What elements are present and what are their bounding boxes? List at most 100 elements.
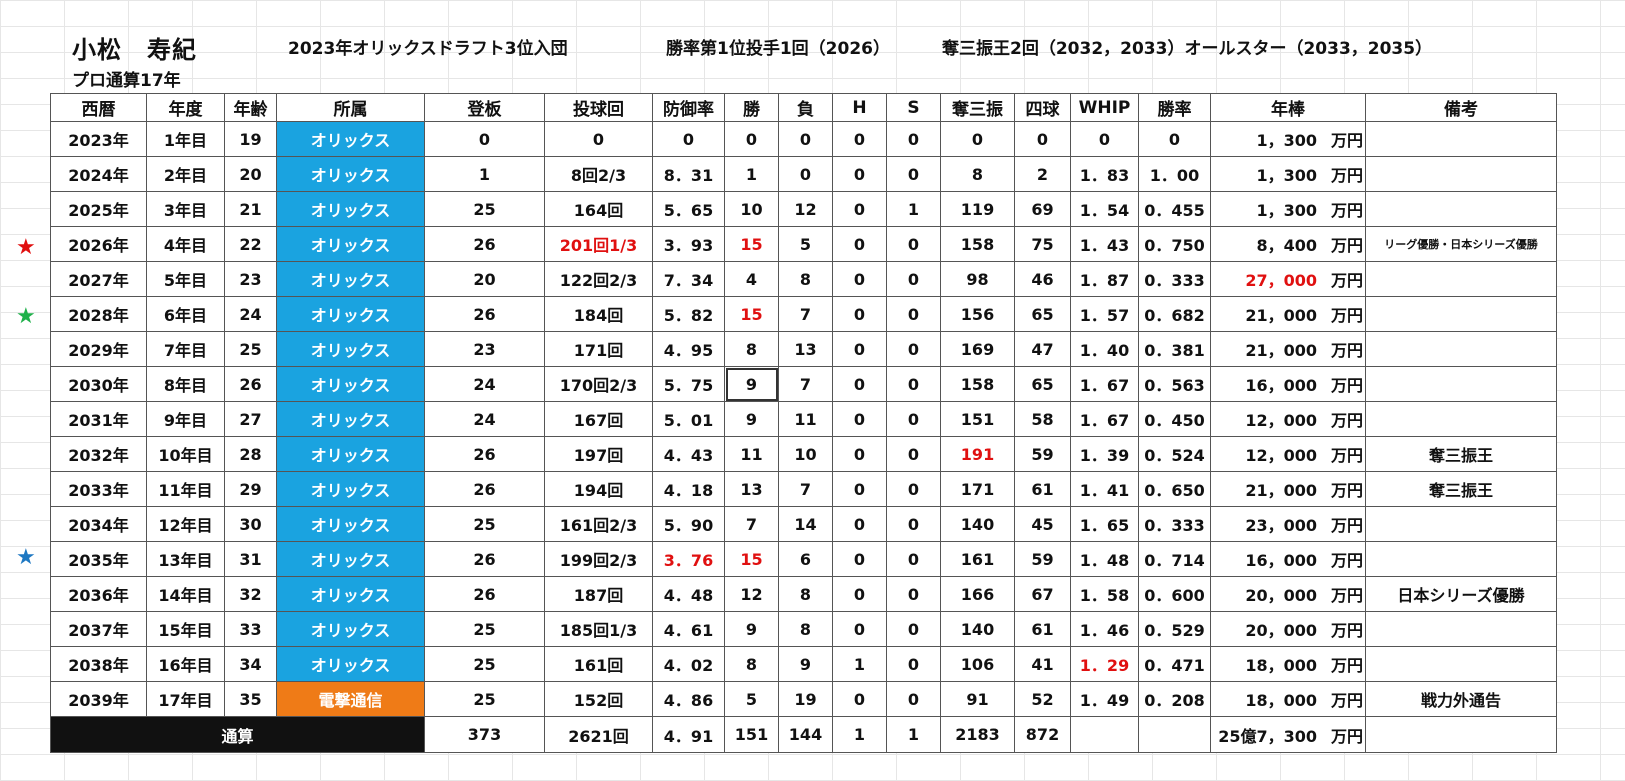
cell-ip[interactable]: 161回 bbox=[544, 646, 653, 682]
cell-whip[interactable]: 1．83 bbox=[1070, 156, 1139, 192]
cell-l[interactable]: 10 bbox=[778, 436, 833, 472]
cell-season[interactable]: 2年目 bbox=[146, 156, 225, 192]
cell-l[interactable]: 8 bbox=[778, 261, 833, 297]
cell-season[interactable]: 10年目 bbox=[146, 436, 225, 472]
column-header[interactable]: 備考 bbox=[1365, 93, 1557, 122]
cell-pct[interactable]: 0．714 bbox=[1138, 541, 1211, 577]
cell-age[interactable]: 19 bbox=[224, 121, 277, 157]
cell-l[interactable]: 0 bbox=[778, 121, 833, 157]
cell-g[interactable]: 1 bbox=[424, 156, 545, 192]
cell-g[interactable]: 26 bbox=[424, 576, 545, 612]
cell-era[interactable]: 5．90 bbox=[652, 506, 725, 542]
cell-l[interactable]: 8 bbox=[778, 576, 833, 612]
team-cell[interactable]: オリックス bbox=[276, 471, 425, 507]
column-header[interactable]: 年棒 bbox=[1210, 93, 1366, 122]
cell-note[interactable] bbox=[1365, 296, 1557, 332]
cell-age[interactable]: 27 bbox=[224, 401, 277, 437]
column-header[interactable]: 投球回 bbox=[544, 93, 653, 122]
cell-era[interactable]: 4．61 bbox=[652, 611, 725, 647]
cell-salary[interactable]: 1，300 万円 bbox=[1210, 156, 1366, 192]
cell-w[interactable]: 15 bbox=[724, 541, 779, 577]
cell-g[interactable]: 0 bbox=[424, 121, 545, 157]
cell-bb[interactable]: 75 bbox=[1014, 226, 1071, 262]
team-cell[interactable]: オリックス bbox=[276, 191, 425, 227]
cell-h[interactable]: 0 bbox=[832, 576, 887, 612]
team-cell[interactable]: オリックス bbox=[276, 611, 425, 647]
cell-h[interactable]: 0 bbox=[832, 471, 887, 507]
cell-pct[interactable]: 0．333 bbox=[1138, 506, 1211, 542]
cell-season[interactable]: 1年目 bbox=[146, 121, 225, 157]
cell-pct[interactable]: 0．381 bbox=[1138, 331, 1211, 367]
cell-note[interactable] bbox=[1365, 541, 1557, 577]
cell-salary[interactable]: 21，000 万円 bbox=[1210, 296, 1366, 332]
cell-pct[interactable]: 1．00 bbox=[1138, 156, 1211, 192]
cell-k[interactable]: 8 bbox=[940, 156, 1015, 192]
cell-l[interactable]: 13 bbox=[778, 331, 833, 367]
cell-year[interactable]: 2029年 bbox=[50, 331, 147, 367]
cell-pct[interactable]: 0．333 bbox=[1138, 261, 1211, 297]
cell-salary[interactable]: 18，000 万円 bbox=[1210, 681, 1366, 717]
cell-bb[interactable]: 46 bbox=[1014, 261, 1071, 297]
cell-ip[interactable]: 197回 bbox=[544, 436, 653, 472]
cell-h[interactable]: 0 bbox=[832, 191, 887, 227]
team-cell[interactable]: オリックス bbox=[276, 576, 425, 612]
column-header[interactable]: WHIP bbox=[1070, 93, 1139, 122]
cell-s[interactable]: 0 bbox=[886, 331, 941, 367]
team-cell[interactable]: オリックス bbox=[276, 121, 425, 157]
cell-g[interactable]: 26 bbox=[424, 226, 545, 262]
cell-g[interactable]: 24 bbox=[424, 366, 545, 402]
total-pct[interactable] bbox=[1138, 716, 1211, 753]
cell-pct[interactable]: 0．682 bbox=[1138, 296, 1211, 332]
total-ip[interactable]: 2621回 bbox=[544, 716, 653, 753]
cell-w[interactable]: 11 bbox=[724, 436, 779, 472]
cell-k[interactable]: 158 bbox=[940, 226, 1015, 262]
cell-note[interactable] bbox=[1365, 121, 1557, 157]
cell-salary[interactable]: 23，000 万円 bbox=[1210, 506, 1366, 542]
team-cell[interactable]: オリックス bbox=[276, 226, 425, 262]
cell-whip[interactable]: 1．43 bbox=[1070, 226, 1139, 262]
cell-w[interactable]: 1 bbox=[724, 156, 779, 192]
cell-ip[interactable]: 161回2/3 bbox=[544, 506, 653, 542]
cell-k[interactable]: 166 bbox=[940, 576, 1015, 612]
cell-bb[interactable]: 41 bbox=[1014, 646, 1071, 682]
cell-ip[interactable]: 201回1/3 bbox=[544, 226, 653, 262]
cell-h[interactable]: 1 bbox=[832, 646, 887, 682]
cell-ip[interactable]: 8回2/3 bbox=[544, 156, 653, 192]
cell-s[interactable]: 0 bbox=[886, 226, 941, 262]
cell-season[interactable]: 16年目 bbox=[146, 646, 225, 682]
cell-year[interactable]: 2027年 bbox=[50, 261, 147, 297]
cell-season[interactable]: 15年目 bbox=[146, 611, 225, 647]
cell-era[interactable]: 4．43 bbox=[652, 436, 725, 472]
cell-year[interactable]: 2033年 bbox=[50, 471, 147, 507]
cell-h[interactable]: 0 bbox=[832, 401, 887, 437]
cell-bb[interactable]: 45 bbox=[1014, 506, 1071, 542]
column-header[interactable]: 四球 bbox=[1014, 93, 1071, 122]
cell-k[interactable]: 158 bbox=[940, 366, 1015, 402]
cell-note[interactable]: 戦力外通告 bbox=[1365, 681, 1557, 717]
cell-age[interactable]: 22 bbox=[224, 226, 277, 262]
cell-whip[interactable]: 1．58 bbox=[1070, 576, 1139, 612]
cell-note[interactable] bbox=[1365, 401, 1557, 437]
cell-year[interactable]: 2030年 bbox=[50, 366, 147, 402]
cell-whip[interactable]: 0 bbox=[1070, 121, 1139, 157]
cell-salary[interactable]: 12，000 万円 bbox=[1210, 436, 1366, 472]
cell-pct[interactable]: 0．650 bbox=[1138, 471, 1211, 507]
cell-age[interactable]: 20 bbox=[224, 156, 277, 192]
column-header[interactable]: 負 bbox=[778, 93, 833, 122]
cell-s[interactable]: 0 bbox=[886, 576, 941, 612]
cell-s[interactable]: 0 bbox=[886, 436, 941, 472]
cell-salary[interactable]: 21，000 万円 bbox=[1210, 331, 1366, 367]
cell-w[interactable]: 15 bbox=[724, 296, 779, 332]
cell-ip[interactable]: 164回 bbox=[544, 191, 653, 227]
cell-era[interactable]: 5．65 bbox=[652, 191, 725, 227]
cell-pct[interactable]: 0．600 bbox=[1138, 576, 1211, 612]
cell-note[interactable] bbox=[1365, 191, 1557, 227]
cell-g[interactable]: 24 bbox=[424, 401, 545, 437]
total-salary[interactable]: 25億7，300 万円 bbox=[1210, 716, 1366, 753]
cell-l[interactable]: 0 bbox=[778, 156, 833, 192]
column-header[interactable]: 所属 bbox=[276, 93, 425, 122]
cell-bb[interactable]: 58 bbox=[1014, 401, 1071, 437]
cell-bb[interactable]: 65 bbox=[1014, 366, 1071, 402]
cell-h[interactable]: 0 bbox=[832, 331, 887, 367]
cell-bb[interactable]: 47 bbox=[1014, 331, 1071, 367]
